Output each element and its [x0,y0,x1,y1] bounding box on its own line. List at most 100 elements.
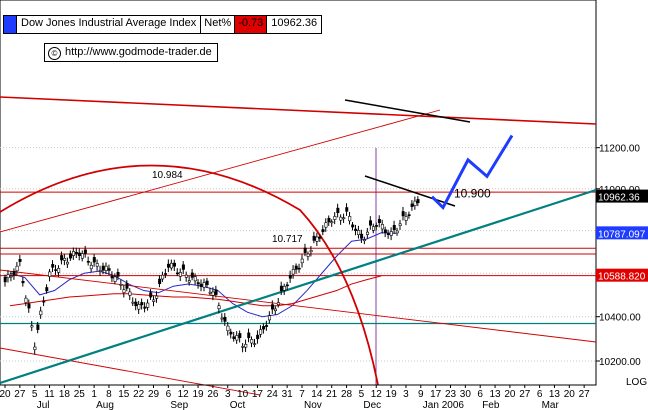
candle-body [357,230,361,236]
price-tag-label: 10787.097 [598,229,646,240]
level-annotation: 10.717 [272,234,303,245]
candle-body [187,280,191,283]
candle-body [303,247,307,254]
candle-body [265,325,269,327]
candle-body [190,272,194,278]
candle-body [333,216,337,220]
candle-body [60,255,64,261]
candle-body [140,302,144,306]
candle-body [80,253,84,259]
candle-body [149,292,153,298]
x-tick-label: 19 [192,389,204,400]
candle-body [175,272,179,275]
candle-body [407,214,411,216]
month-label: Aug [96,400,114,410]
moving-average-line [9,275,382,307]
candle-body [33,346,37,350]
x-tick-label: 12 [178,389,190,400]
candle-body [119,284,123,286]
candle-body [193,276,197,282]
grid [0,147,596,385]
candle-body [401,211,405,217]
instrument-header: Dow Jones Industrial Average Index Net% … [3,15,323,34]
candle-body [86,260,90,263]
candle-body [383,229,387,233]
candle-body [294,265,298,270]
candle-body [235,335,239,341]
candle-body [374,225,378,227]
candle-body [395,230,399,234]
candle-body [273,308,277,312]
candle-body [211,291,215,296]
price-tag-box [596,189,648,203]
candle-body [300,258,304,264]
wedge-upper-line [344,99,471,123]
candle-body [270,304,274,310]
candle-body [27,303,31,309]
month-label: Oct [230,400,246,410]
projection-line [430,134,514,211]
candle-body [39,310,43,316]
candle-body [131,301,135,304]
scale-label: LOG [626,377,647,388]
candle-body [214,289,218,295]
candle-body [226,325,230,332]
annotations: 10.984 10.900 10.717 [152,170,491,245]
net-label: Net% [201,16,236,33]
candle-body [66,261,70,265]
candle-body [134,301,138,307]
candle-body [398,223,402,226]
month-label: Jan 2006 [423,400,465,410]
candle-body [95,263,99,267]
candle-body [363,239,367,242]
candle-body [309,250,313,253]
candle-body [181,264,185,270]
candle-body [410,203,414,207]
level-annotation: 10.984 [152,170,183,181]
candle-body [380,224,384,230]
candle-body [77,252,81,256]
candle-body [351,224,355,228]
month-label: Sep [170,400,188,410]
candle-body [104,265,108,271]
candle-body [155,295,159,299]
candle-body [416,199,420,204]
candle-body [69,253,73,259]
last-price: 10962.36 [271,17,318,29]
x-tick-label: 6 [166,389,172,400]
candle-body [377,219,381,223]
candle-body [6,274,10,279]
candle-body [113,276,117,282]
level-annotation: 10.900 [454,187,491,201]
copyright-icon: © [48,47,61,60]
candle-body [161,274,165,280]
candle-body [12,270,16,276]
candle-body [318,236,322,239]
copyright-url: http://www.godmode-trader.de [65,46,212,58]
candle-body [63,258,67,261]
x-tick-label: 20 [564,389,576,400]
candle-body [98,270,102,272]
candle-body [128,291,132,296]
candle-body [282,286,286,291]
candle-body [57,268,61,273]
candle-body [244,344,248,348]
candle-body [247,332,251,339]
candle-body [51,264,55,268]
x-tick-label: 29 [148,389,160,400]
candle-body [92,257,96,263]
candle-body [202,282,206,288]
candle-body [238,333,242,338]
candle-body [158,278,162,285]
candle-body [196,282,200,285]
candle-body [321,229,325,233]
x-tick-label: 18 [59,389,71,400]
candle-body [342,217,346,220]
candle-body [229,331,233,335]
candle-body [36,324,40,330]
candle-body [369,220,373,226]
copyright-box: © http://www.godmode-trader.de [44,43,218,62]
candle-body [167,263,171,268]
x-tick-label: 14 [311,389,323,400]
y-axis: 10200.0010400.0010600.0010800.0011000.00… [596,144,647,388]
